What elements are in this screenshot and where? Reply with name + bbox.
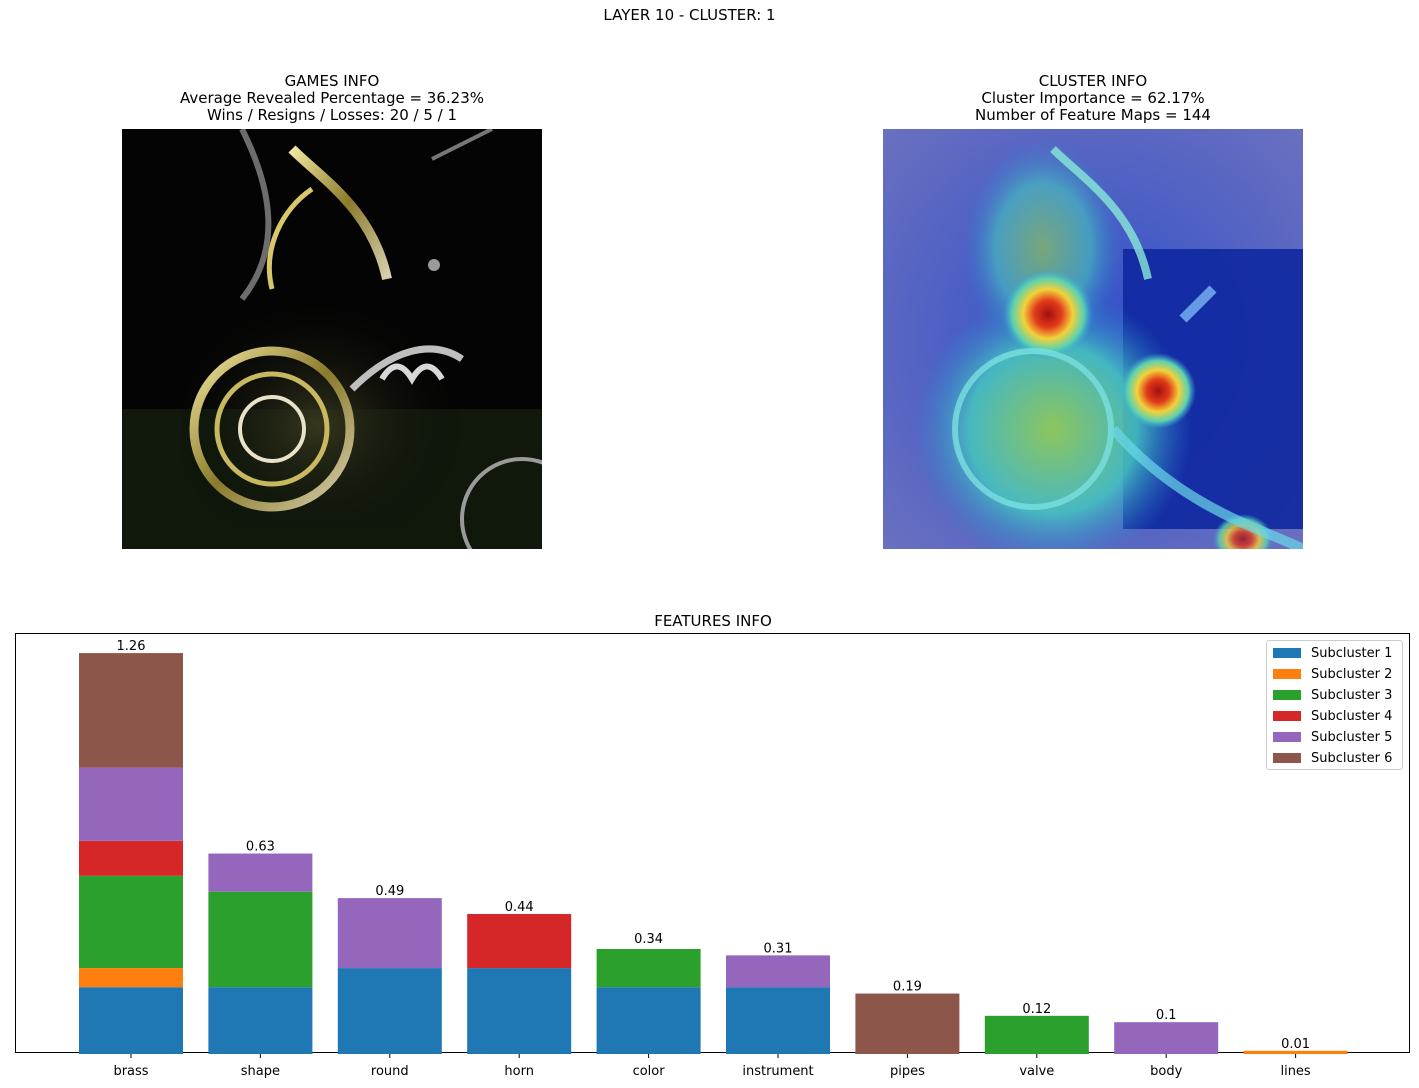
x-tick-label-brass: brass [113,1064,148,1079]
heatmap-overlay-drawing [883,129,1303,549]
bar-segment-color-subcluster-3 [596,949,701,988]
bar-segment-shape-subcluster-5 [208,853,313,892]
bar-segment-body-subcluster-5 [1114,1022,1219,1054]
average-revealed-percentage: Average Revealed Percentage = 36.23% [179,89,484,107]
bar-segment-valve-subcluster-3 [984,1015,1089,1054]
x-tick-label-instrument: instrument [742,1064,813,1079]
bar-total-label-shape: 0.63 [246,840,275,855]
legend-item-subcluster-3: Subcluster 3 [1273,687,1392,705]
legend-item-subcluster-4: Subcluster 4 [1273,708,1392,726]
bar-segment-brass-subcluster-4 [79,840,183,876]
legend-swatch [1273,731,1301,742]
bar-total-label-pipes: 0.19 [893,980,922,995]
x-tick-label-shape: shape [241,1064,280,1079]
legend-swatch [1273,689,1301,700]
legend-item-subcluster-1: Subcluster 1 [1273,645,1392,663]
legend-item-subcluster-2: Subcluster 2 [1273,666,1392,684]
x-tick-label-pipes: pipes [890,1064,925,1079]
bar-total-label-lines: 0.01 [1281,1037,1310,1052]
x-tick-label-valve: valve [1019,1064,1054,1079]
bar-total-label-color: 0.34 [634,932,663,947]
bar-total-label-brass: 1.26 [117,639,146,654]
x-tick-label-lines: lines [1280,1064,1310,1079]
cluster-importance: Cluster Importance = 62.17% [981,89,1205,107]
x-tick-label-color: color [633,1064,666,1079]
x-tick-label-round: round [371,1064,409,1079]
bar-total-label-body: 0.1 [1156,1008,1177,1023]
legend-item-subcluster-5: Subcluster 5 [1273,729,1392,747]
bar-segment-pipes-subcluster-6 [855,993,960,1054]
bar-segment-round-subcluster-5 [337,898,442,969]
cluster-info-heading: CLUSTER INFO [1038,72,1148,90]
features-chart-frame: 1.26 brass 0.63 shape 0.49 round 0.44 horn 0.34 c… [15,633,1410,1079]
games-info-title: GAMES INFO Average Revealed Percentage =… [122,73,542,124]
bar-segment-brass-subcluster-6 [79,653,183,768]
bar-total-label-instrument: 0.31 [764,941,793,956]
bar-segment-horn-subcluster-1 [467,968,572,1054]
legend-label: Subcluster 2 [1311,667,1393,682]
legend-swatch [1273,668,1301,679]
bar-segment-brass-subcluster-1 [79,987,183,1054]
bar-segment-color-subcluster-1 [596,987,701,1054]
features-info-title: FEATURES INFO [654,612,772,630]
bar-segment-horn-subcluster-4 [467,914,572,969]
masked-horn-drawing [122,129,542,549]
feature-map-count: Number of Feature Maps = 144 [975,106,1211,124]
legend-swatch [1273,752,1301,763]
bar-segment-brass-subcluster-3 [79,875,183,969]
x-tick-label-horn: horn [504,1064,534,1079]
bar-total-label-valve: 0.12 [1022,1002,1051,1017]
bar-segment-brass-subcluster-2 [79,968,183,988]
wins-resigns-losses: Wins / Resigns / Losses: 20 / 5 / 1 [206,106,458,124]
games-info-heading: GAMES INFO [284,72,380,90]
legend-swatch [1273,647,1301,658]
chart-legend: Subcluster 1 Subcluster 2 Subcluster 3 Subc… [1266,640,1403,770]
bar-segment-shape-subcluster-3 [208,891,313,988]
legend-swatch [1273,710,1301,721]
features-bar-chart: 1.26 brass 0.63 shape 0.49 round 0.44 horn 0.34 c… [79,639,1348,1079]
bar-total-label-round: 0.49 [375,884,404,899]
figure-title: LAYER 10 - CLUSTER: 1 [603,6,776,24]
legend-label: Subcluster 1 [1311,646,1393,661]
bar-segment-round-subcluster-1 [337,968,442,1054]
bar-segment-brass-subcluster-5 [79,767,183,841]
bar-segment-instrument-subcluster-1 [726,987,830,1054]
legend-label: Subcluster 6 [1311,751,1393,766]
legend-item-subcluster-6: Subcluster 6 [1273,750,1392,768]
bar-total-label-horn: 0.44 [505,900,534,915]
legend-label: Subcluster 4 [1311,709,1393,724]
bar-segment-lines-subcluster-2 [1243,1050,1348,1054]
bar-segment-shape-subcluster-1 [208,987,313,1054]
masked-horn-image [122,129,542,549]
legend-label: Subcluster 3 [1311,688,1393,703]
cluster-info-title: CLUSTER INFO Cluster Importance = 62.17%… [883,73,1303,124]
legend-label: Subcluster 5 [1311,730,1393,745]
cluster-heatmap-image [883,129,1303,549]
bar-segment-instrument-subcluster-5 [726,955,830,988]
x-tick-label-body: body [1150,1064,1182,1079]
